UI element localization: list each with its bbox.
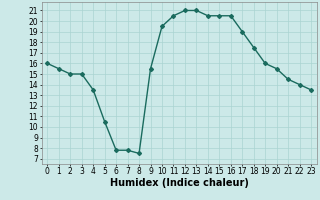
- X-axis label: Humidex (Indice chaleur): Humidex (Indice chaleur): [110, 178, 249, 188]
